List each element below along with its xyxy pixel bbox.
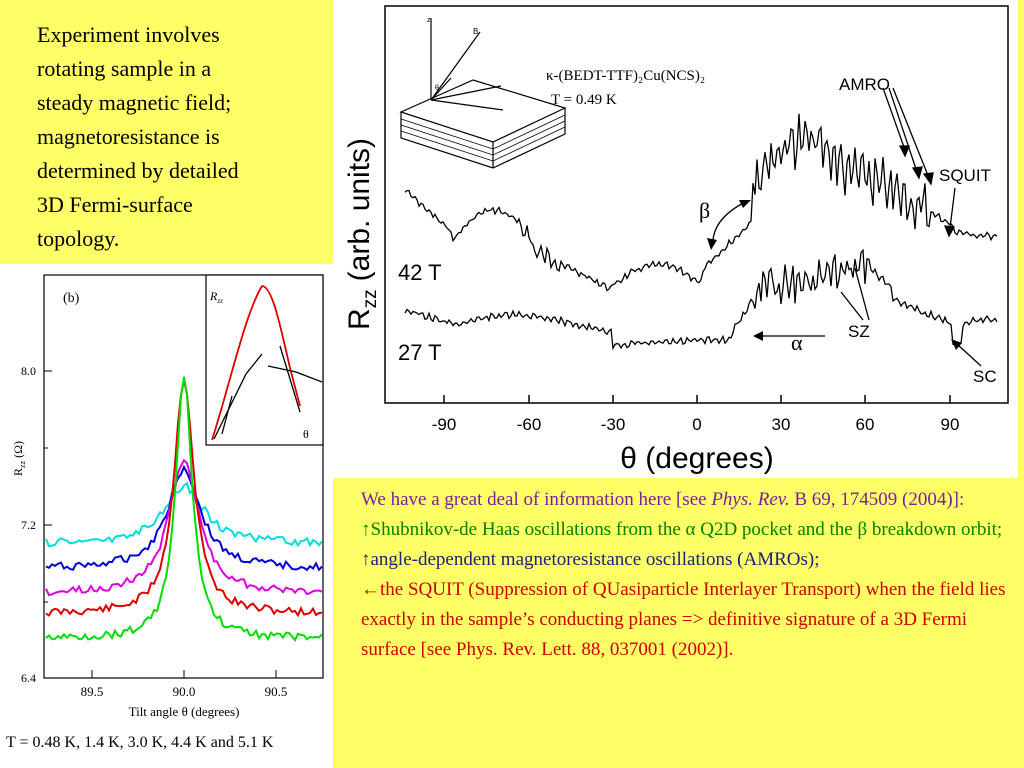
svg-text:z: z xyxy=(427,17,431,24)
info-shubnikov: ↑Shubnikov-de Haas oscillations from the… xyxy=(361,519,1003,540)
series-curve-0.48K xyxy=(45,376,323,642)
temperature-label: T = 0.49 K xyxy=(551,92,617,108)
sz-label: SZ xyxy=(848,322,870,341)
tilt-x-tick-label: 90.0 xyxy=(173,684,196,699)
inner-inset-red-curve xyxy=(211,285,301,441)
tilt-y-tick-label: 8.0 xyxy=(21,364,36,378)
tilt-x-axis-label: Tilt angle θ (degrees) xyxy=(129,704,240,719)
info-reference: We have a great deal of information here… xyxy=(361,489,965,510)
main-angle-svg: -90 -60 -30 0 30 60 90 θ (degrees) Rzz(a… xyxy=(343,5,1009,475)
svg-text:Rzz(arb. units): Rzz(arb. units) xyxy=(343,138,381,330)
series-curve-3.0K xyxy=(45,458,323,597)
amro-arrows xyxy=(882,87,934,186)
compound-label: κ-(BEDT-TTF)₂Cu(NCS)₂ xyxy=(546,68,705,84)
info-squit: ←the SQUIT (Suppression of QUasiparticle… xyxy=(361,579,1006,660)
main-x-tick-label: -90 xyxy=(432,415,457,434)
svg-text:θ: θ xyxy=(435,85,439,92)
info-panel xyxy=(344,478,1024,768)
tilt-y-tick-label: 7.2 xyxy=(21,518,36,532)
main-x-tick-label: -60 xyxy=(517,415,542,434)
main-x-axis-label: θ (degrees) xyxy=(620,442,773,475)
main-x-tick-label: 90 xyxy=(941,415,960,434)
inner-inset-xlabel: θ xyxy=(303,427,309,441)
field-label-42T: 42 T xyxy=(398,260,442,285)
tilt-y-tick-marks xyxy=(44,370,52,679)
tilt-angle-svg: (b) 8.0 7.2 6.4 Rzz(Ω) 89.5 90.0 90.5 Ti… xyxy=(11,274,324,719)
sc-arrow xyxy=(951,339,962,350)
sz-arrows xyxy=(840,267,870,321)
main-plot-frame xyxy=(384,5,1009,404)
amro-label: AMRO xyxy=(839,75,890,94)
main-angle-plot: -90 -60 -30 0 30 60 90 θ (degrees) Rzz(a… xyxy=(333,0,1018,478)
inner-inset-black-curve xyxy=(213,353,263,440)
field-label-27T: 27 T xyxy=(398,340,442,365)
main-x-tick-label: -30 xyxy=(601,415,626,434)
series-curve-5.1K xyxy=(45,481,323,548)
curve-27T xyxy=(404,248,998,351)
sample-geometry-sketch: B z θ xyxy=(399,17,567,169)
curve-42T xyxy=(404,113,998,292)
tilt-angle-plot: (b) 8.0 7.2 6.4 Rzz(Ω) 89.5 90.0 90.5 Ti… xyxy=(0,264,333,731)
tilt-y-axis-label: Rzz(Ω) xyxy=(11,441,27,476)
sc-label: SC xyxy=(973,367,997,386)
squit-arrow xyxy=(943,187,956,238)
panel-label: (b) xyxy=(63,291,80,306)
main-x-tick-label: 30 xyxy=(772,415,791,434)
info-amro: ↑angle-dependent magnetoresistance oscil… xyxy=(361,549,820,570)
inner-inset-ylabel: Rzz xyxy=(209,289,223,305)
tilt-x-tick-label: 89.5 xyxy=(81,684,104,699)
main-x-tick-label: 0 xyxy=(692,415,701,434)
description-panel: Experiment involves rotating sample in a… xyxy=(0,0,333,264)
tilt-x-tick-marks xyxy=(91,670,277,678)
inner-inset-black-tail xyxy=(267,365,323,383)
squit-label: SQUIT xyxy=(939,166,991,185)
info-text: We have a great deal of information here… xyxy=(361,485,1009,665)
alpha-label: α xyxy=(791,330,803,355)
temperature-caption: T = 0.48 K, 1.4 K, 3.0 K, 4.4 K and 5.1 … xyxy=(6,734,274,751)
caption-panel xyxy=(0,731,333,768)
tilt-x-tick-label: 90.5 xyxy=(265,684,288,699)
main-y-axis-label: Rzz(arb. units) xyxy=(343,138,381,330)
description-text: Experiment involves rotating sample in a… xyxy=(37,22,239,251)
alpha-arrow xyxy=(753,331,763,341)
svg-text:Rzz(Ω): Rzz(Ω) xyxy=(11,441,27,476)
tilt-y-tick-label: 6.4 xyxy=(21,671,36,685)
beta-label: β xyxy=(699,198,710,223)
main-x-tick-marks xyxy=(443,395,951,403)
series-curve-4.4K xyxy=(45,464,323,572)
main-x-tick-label: 60 xyxy=(856,415,875,434)
svg-text:B: B xyxy=(473,27,478,36)
